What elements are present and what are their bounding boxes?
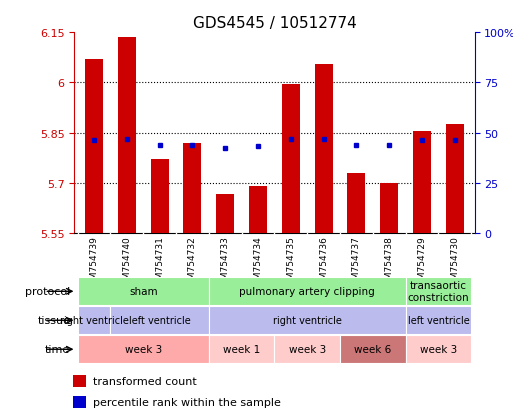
Text: GSM754734: GSM754734 <box>253 235 263 290</box>
Bar <box>216 195 234 233</box>
Text: sham: sham <box>129 287 157 297</box>
Text: week 3: week 3 <box>420 344 457 354</box>
Text: week 1: week 1 <box>223 344 260 354</box>
Text: GSM754735: GSM754735 <box>286 235 295 290</box>
Text: week 6: week 6 <box>354 344 391 354</box>
Bar <box>85 60 103 233</box>
Bar <box>72 396 86 408</box>
Bar <box>406 306 471 335</box>
Text: right ventricle: right ventricle <box>60 316 128 325</box>
Text: transformed count: transformed count <box>93 376 196 386</box>
Text: tissue: tissue <box>37 316 70 325</box>
Bar <box>209 306 406 335</box>
Text: GSM754731: GSM754731 <box>155 235 164 290</box>
Text: week 3: week 3 <box>125 344 162 354</box>
Text: transaortic
constriction: transaortic constriction <box>408 281 469 302</box>
Text: GSM754740: GSM754740 <box>123 235 131 290</box>
Bar <box>340 335 406 363</box>
Text: GSM754739: GSM754739 <box>90 235 98 290</box>
Text: GSM754729: GSM754729 <box>418 235 426 290</box>
Bar <box>406 278 471 306</box>
Bar <box>249 187 267 233</box>
Bar <box>282 85 300 233</box>
Bar <box>110 306 209 335</box>
Text: GSM754730: GSM754730 <box>450 235 459 290</box>
Bar <box>347 173 365 233</box>
Text: protocol: protocol <box>25 287 70 297</box>
Text: GSM754732: GSM754732 <box>188 235 197 290</box>
Text: left ventricle: left ventricle <box>407 316 469 325</box>
Bar <box>380 183 398 233</box>
Bar <box>184 143 202 233</box>
Text: GSM754737: GSM754737 <box>352 235 361 290</box>
Bar <box>72 375 86 387</box>
Bar <box>209 278 406 306</box>
Text: GSM754733: GSM754733 <box>221 235 230 290</box>
Bar <box>77 335 209 363</box>
Text: week 3: week 3 <box>289 344 326 354</box>
Bar <box>314 65 332 233</box>
Text: pulmonary artery clipping: pulmonary artery clipping <box>240 287 375 297</box>
Text: GSM754738: GSM754738 <box>385 235 394 290</box>
Text: right ventricle: right ventricle <box>273 316 342 325</box>
Bar <box>274 335 340 363</box>
Title: GDS4545 / 10512774: GDS4545 / 10512774 <box>192 16 357 31</box>
Bar <box>77 306 110 335</box>
Bar <box>413 131 431 233</box>
Bar <box>209 335 274 363</box>
Text: percentile rank within the sample: percentile rank within the sample <box>93 397 281 407</box>
Bar <box>406 335 471 363</box>
Bar <box>118 38 136 233</box>
Bar <box>446 125 464 233</box>
Text: left ventricle: left ventricle <box>129 316 190 325</box>
Bar <box>151 160 169 233</box>
Text: time: time <box>45 344 70 354</box>
Text: GSM754736: GSM754736 <box>319 235 328 290</box>
Bar <box>77 278 209 306</box>
